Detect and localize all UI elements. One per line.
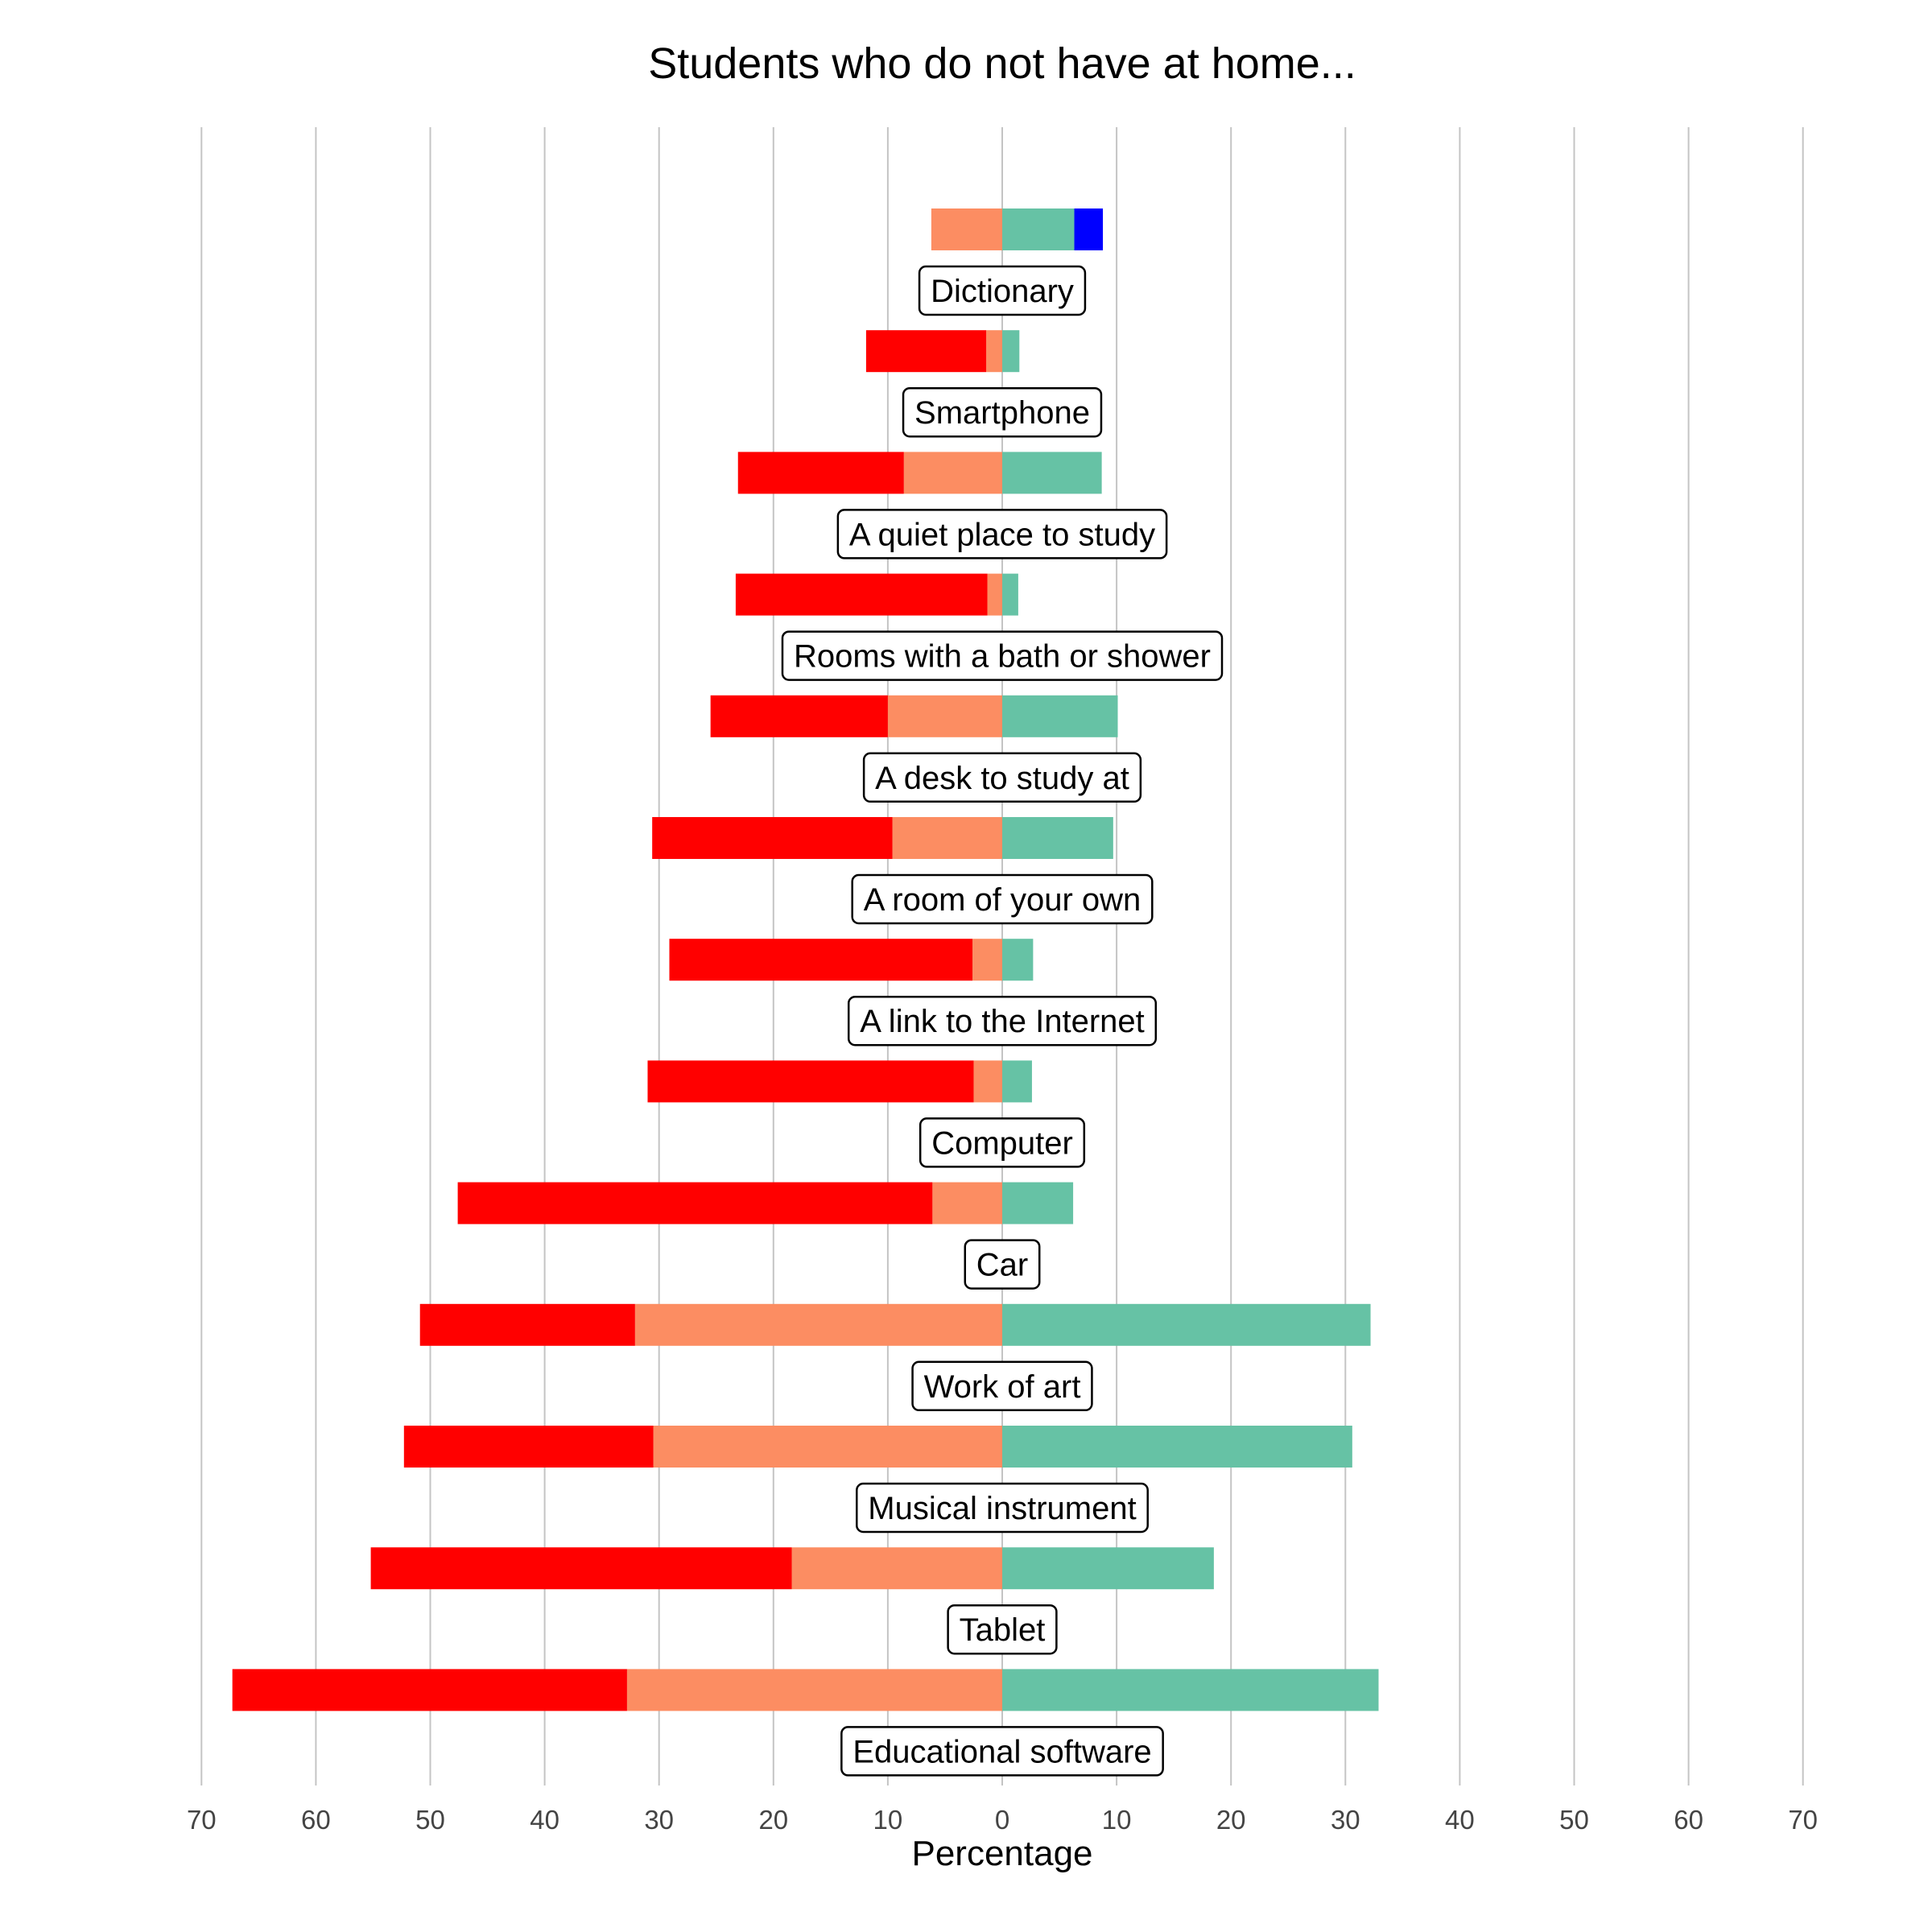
category-label-text: Tablet xyxy=(960,1612,1046,1648)
bar-segment-red xyxy=(232,1669,627,1711)
bar-segment-salmon xyxy=(972,939,1002,981)
category-label: Computer xyxy=(919,1117,1086,1168)
bar-segment-red xyxy=(737,452,904,494)
category-label-text: A quiet place to study xyxy=(849,517,1155,552)
category-label-text: A desk to study at xyxy=(875,761,1129,796)
category-label: A link to the Internet xyxy=(847,995,1158,1046)
x-tick-label: 70 xyxy=(187,1805,217,1835)
x-tick-label: 40 xyxy=(1445,1805,1475,1835)
bar-segment-teal xyxy=(1002,1060,1032,1103)
bar-segment-salmon xyxy=(634,1303,1002,1346)
bar-segment-salmon xyxy=(903,452,1002,494)
bar-segment-teal xyxy=(1002,939,1034,981)
bar-segment-salmon xyxy=(932,1182,1002,1224)
bar-segment-teal xyxy=(1002,695,1118,737)
chart-title: Students who do not have at home... xyxy=(648,39,1356,88)
bar-segment-teal xyxy=(1002,1182,1074,1224)
bar-segment-teal xyxy=(1002,1547,1214,1590)
x-tick-label: 30 xyxy=(1331,1805,1360,1835)
bar-segment-teal xyxy=(1002,1303,1371,1346)
x-tick-label: 30 xyxy=(644,1805,674,1835)
category-label-box xyxy=(840,1726,1164,1777)
x-tick-label: 60 xyxy=(1674,1805,1703,1835)
category-label: Dictionary xyxy=(918,265,1087,316)
bar-segment-red xyxy=(710,695,888,737)
category-label-text: A room of your own xyxy=(864,882,1141,918)
x-tick-labels: 70 60 50 40 30 20 10 0 10 20 30 40 50 60 70 xyxy=(187,1805,1818,1835)
category-label-text: A link to the Internet xyxy=(860,1004,1145,1039)
category-label-box xyxy=(918,265,1087,316)
x-tick-label: 10 xyxy=(873,1805,903,1835)
category-label-text: Computer xyxy=(931,1125,1073,1161)
bar-segment-red xyxy=(652,817,893,859)
x-tick-label: 40 xyxy=(530,1805,559,1835)
bar-segment-salmon xyxy=(987,573,1002,616)
bar-segment-salmon xyxy=(892,817,1002,859)
category-label: Car xyxy=(964,1239,1041,1290)
bar-segment-salmon xyxy=(791,1547,1002,1590)
category-label-text: Dictionary xyxy=(931,274,1074,309)
category-label-box xyxy=(836,509,1168,559)
bar-segment-salmon xyxy=(973,1060,1002,1103)
bar-segment-salmon xyxy=(887,695,1002,737)
category-label-box xyxy=(847,995,1158,1046)
bar-segment-blue xyxy=(1074,208,1104,250)
category-label-text: Rooms with a bath or shower xyxy=(794,639,1211,675)
x-tick-label: 50 xyxy=(415,1805,445,1835)
category-labels: Dictionary Smartphone A quiet place to stu… xyxy=(781,265,1224,1777)
x-tick-label: 0 xyxy=(995,1805,1009,1835)
bar-segment-salmon xyxy=(626,1669,1002,1711)
bar-segment-salmon xyxy=(986,330,1002,373)
category-label-box xyxy=(856,1482,1149,1534)
category-label: Smartphone xyxy=(902,386,1103,438)
x-tick-label: 10 xyxy=(1102,1805,1132,1835)
bar-segment-teal xyxy=(1002,1426,1352,1468)
x-tick-label: 20 xyxy=(1216,1805,1246,1835)
x-tick-label: 20 xyxy=(758,1805,788,1835)
category-label-box xyxy=(862,752,1142,803)
bar-segment-red xyxy=(735,573,988,616)
category-label: Musical instrument xyxy=(856,1482,1149,1534)
category-label-box xyxy=(911,1360,1093,1412)
category-label: Tablet xyxy=(947,1604,1058,1655)
bar-segment-red xyxy=(419,1303,635,1346)
bar-segment-teal xyxy=(1002,330,1020,373)
bar-segment-teal xyxy=(1002,208,1075,250)
bar-segment-red xyxy=(403,1426,654,1468)
category-label: Rooms with a bath or shower xyxy=(781,630,1224,681)
bar-segment-salmon xyxy=(653,1426,1002,1468)
bar-segment-salmon xyxy=(931,208,1002,250)
x-tick-label: 50 xyxy=(1559,1805,1589,1835)
category-label-box xyxy=(781,630,1224,681)
category-label: A room of your own xyxy=(851,873,1154,925)
bar-segment-red xyxy=(669,939,973,981)
category-label-box xyxy=(851,873,1154,925)
bars xyxy=(232,208,1379,1711)
category-label-box xyxy=(947,1604,1058,1655)
category-label: A desk to study at xyxy=(862,752,1142,803)
category-label-text: Smartphone xyxy=(914,395,1090,431)
bar-segment-red xyxy=(647,1060,974,1103)
category-label-box xyxy=(902,386,1103,438)
x-tick-label: 70 xyxy=(1788,1805,1818,1835)
x-tick-label: 60 xyxy=(301,1805,331,1835)
bar-segment-red xyxy=(370,1547,792,1590)
category-label: Work of art xyxy=(911,1360,1093,1412)
bar-segment-teal xyxy=(1002,573,1018,616)
bar-segment-red xyxy=(865,330,987,373)
category-label: Educational software xyxy=(840,1726,1164,1777)
bar-segment-red xyxy=(457,1182,933,1224)
category-label: A quiet place to study xyxy=(836,509,1168,559)
bar-segment-teal xyxy=(1002,1669,1379,1711)
x-axis-title: Percentage xyxy=(911,1834,1092,1873)
bar-segment-teal xyxy=(1002,817,1113,859)
category-label-text: Musical instrument xyxy=(868,1491,1136,1526)
bar-segment-teal xyxy=(1002,452,1102,494)
category-label-text: Educational software xyxy=(852,1734,1151,1769)
category-label-box xyxy=(919,1117,1086,1168)
category-label-text: Work of art xyxy=(924,1369,1081,1405)
category-label-box xyxy=(964,1239,1041,1290)
category-label-text: Car xyxy=(976,1248,1028,1283)
